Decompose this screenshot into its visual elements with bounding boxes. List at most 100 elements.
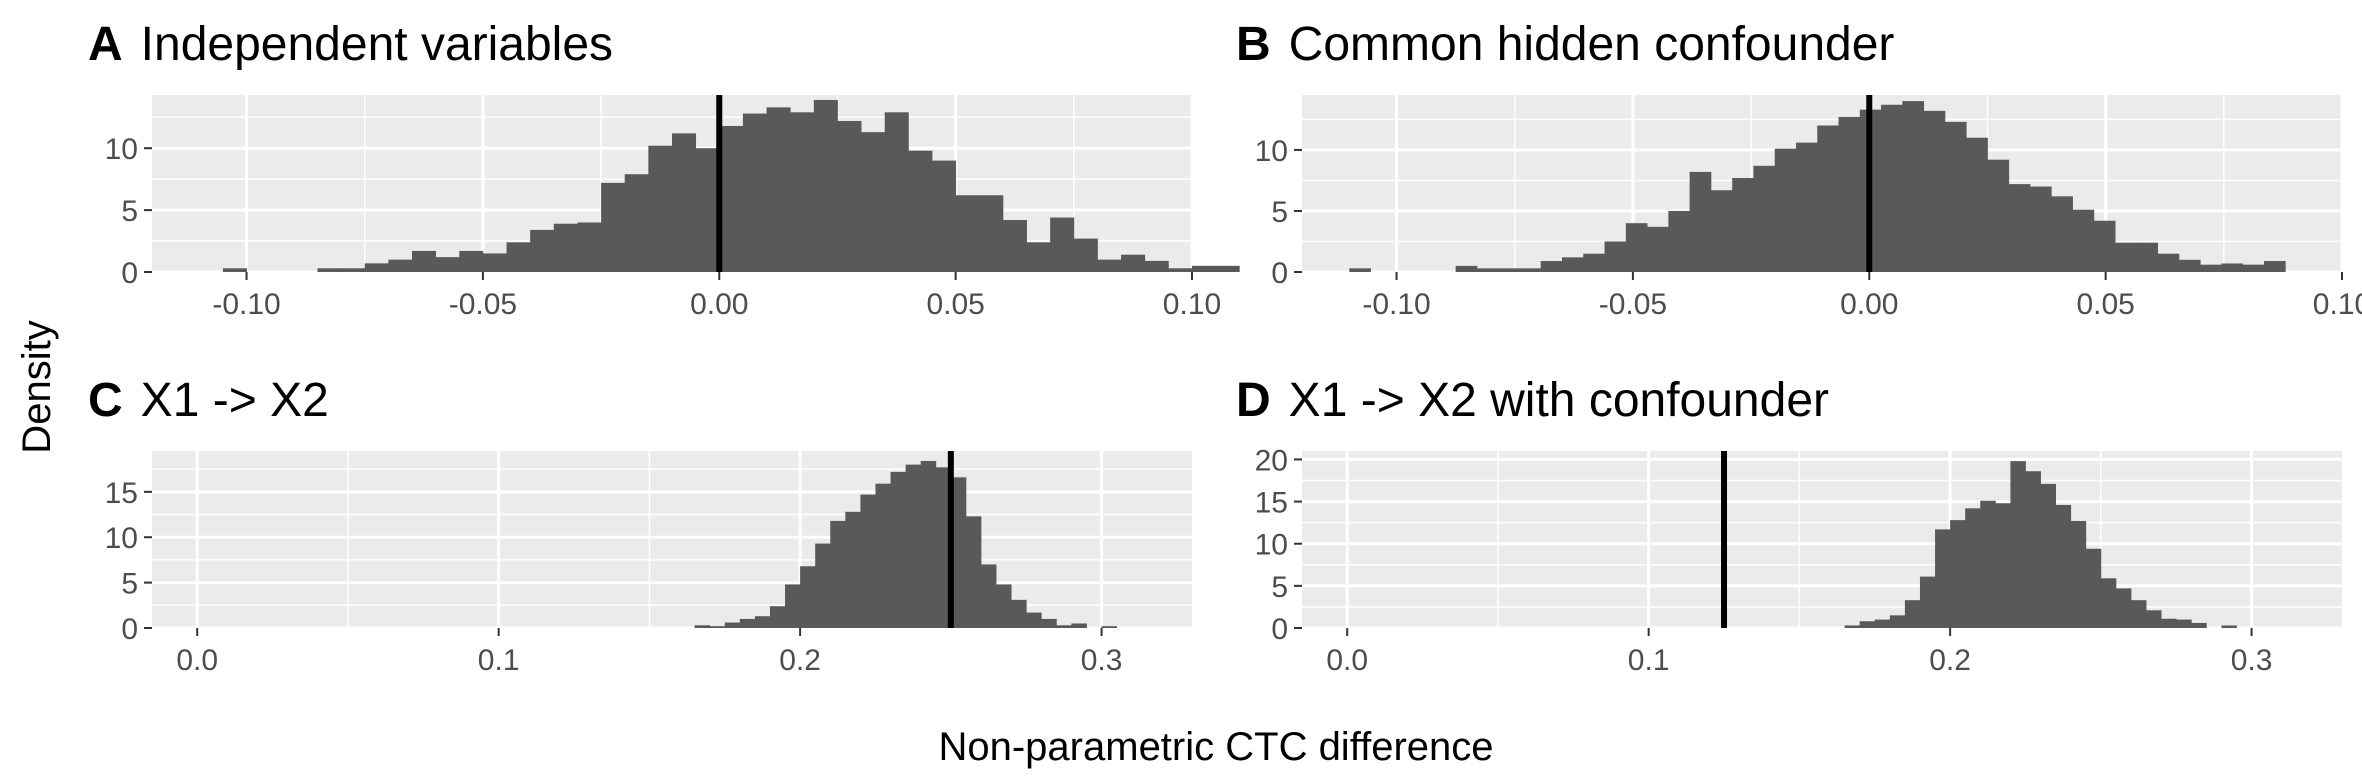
histogram-bar	[950, 477, 967, 628]
x-tick-label: 0.3	[2231, 644, 2273, 677]
x-tick-label: -0.05	[449, 288, 517, 321]
histogram-bar	[1732, 178, 1754, 272]
histogram-bar	[709, 626, 726, 628]
x-tick-label: 0.0	[1326, 644, 1368, 677]
x-tick-label: 0.05	[926, 288, 984, 321]
panel-title-text: Common hidden confounder	[1289, 18, 1895, 71]
histogram-bar	[1859, 621, 1876, 628]
y-tick-label: 0	[121, 257, 138, 290]
histogram-bar	[1796, 142, 1818, 272]
histogram-bar	[2025, 471, 2041, 628]
histogram-bar	[2157, 253, 2180, 272]
histogram-bar	[908, 150, 933, 272]
x-tick-label: 0.05	[2076, 288, 2134, 321]
histogram-bar	[506, 242, 531, 272]
histogram-bar	[980, 564, 997, 628]
histogram-bar	[341, 268, 366, 272]
histogram-bar	[2176, 619, 2192, 628]
y-tick-label: 5	[121, 195, 138, 228]
histogram-bar	[785, 584, 801, 628]
x-tick-label: 0.2	[1929, 644, 1971, 677]
histogram-bar	[648, 145, 673, 272]
x-tick-label: 0.10	[1163, 288, 1221, 321]
x-tick-label: 0.2	[779, 644, 821, 677]
histogram-bar	[905, 464, 922, 628]
x-tick-label: -0.10	[1362, 288, 1430, 321]
y-tick-label: 5	[1271, 571, 1288, 604]
histogram-bar	[1753, 165, 1776, 272]
histogram-bar	[2030, 186, 2052, 272]
histogram-bar	[1101, 626, 1118, 628]
histogram-bar	[1966, 137, 1988, 272]
histogram-bar	[861, 132, 886, 272]
x-tick-label: 0.10	[2313, 288, 2362, 321]
histogram-bar	[1774, 148, 1797, 272]
histogram-bar	[979, 195, 1004, 272]
histogram-bar	[601, 182, 626, 272]
histogram-bar	[1844, 625, 1861, 628]
histogram-bar	[1498, 268, 1520, 272]
panel-background	[152, 451, 1192, 628]
histogram-bar	[2072, 209, 2095, 272]
y-tick-label: 0	[1271, 257, 1288, 290]
histogram-bar	[1889, 615, 1906, 628]
y-tick-label: 0	[121, 613, 138, 646]
histogram-bar	[1519, 268, 1542, 272]
histogram-bar	[364, 263, 389, 272]
histogram-bar	[800, 566, 816, 628]
x-tick-label: 0.00	[690, 288, 748, 321]
x-tick-label: -0.10	[212, 288, 280, 321]
histogram-bar	[624, 174, 649, 272]
histogram-bar	[996, 584, 1012, 628]
histogram-bar	[1874, 619, 1891, 628]
panel-b: -0.10 -0.05 0.00 0.05 0.10 0 5 10 B Common hidden…	[1236, 18, 2362, 321]
histogram-bar	[530, 229, 555, 272]
histogram-bar	[1987, 159, 2010, 272]
histogram-bar	[2191, 622, 2207, 628]
histogram-bar	[830, 520, 846, 628]
histogram-bar	[769, 606, 786, 628]
panel-a: -0.10 -0.05 0.00 0.05 0.10 0 5 10 A Independent v…	[88, 18, 1240, 321]
x-tick-label: 0.00	[1840, 288, 1898, 321]
y-tick-label: 10	[1255, 135, 1288, 168]
histogram-bar	[890, 471, 907, 628]
panel-title: C X1 -> X2	[88, 374, 329, 427]
x-tick-label: 0.1	[478, 644, 520, 677]
panel-letter: A	[88, 18, 123, 71]
histogram-bar	[1904, 600, 1921, 628]
histogram-bar	[815, 543, 831, 628]
histogram-bar	[955, 195, 980, 272]
histogram-bar	[2115, 588, 2132, 628]
histogram-bar	[1625, 223, 1648, 272]
histogram-bar	[435, 257, 460, 272]
histogram-bar	[1455, 265, 1478, 272]
histogram-bar	[766, 107, 791, 272]
histogram-bar	[1002, 220, 1027, 272]
histogram-bar	[1668, 210, 1691, 272]
histogram-bar	[2200, 264, 2222, 272]
histogram-bar	[1919, 576, 1936, 628]
histogram-bar	[1071, 623, 1087, 628]
histogram-bar	[1965, 508, 1981, 628]
histogram-bar	[2264, 261, 2286, 272]
histogram-bar	[694, 625, 711, 628]
histogram-bar	[2051, 196, 2073, 272]
panel-c: 0.0 0.1 0.2 0.3 0 5 10 15 C X1 -> X2	[88, 374, 1192, 677]
histogram-bar	[1026, 242, 1051, 272]
histogram-bar	[1215, 265, 1240, 272]
histogram-bar	[860, 494, 876, 628]
y-tick-label: 5	[1271, 196, 1288, 229]
histogram-bar	[1838, 116, 1861, 272]
panel-title: B Common hidden confounder	[1236, 18, 1894, 71]
histogram-bar	[1817, 125, 1839, 272]
histogram-bar	[459, 250, 484, 272]
panel-letter: C	[88, 374, 123, 427]
histogram-bar	[1935, 529, 1951, 628]
panel-letter: B	[1236, 18, 1271, 71]
histogram-bar	[932, 160, 957, 272]
histogram-bar	[790, 112, 815, 272]
histogram-bar	[388, 259, 413, 272]
histogram-bar	[2070, 520, 2087, 628]
